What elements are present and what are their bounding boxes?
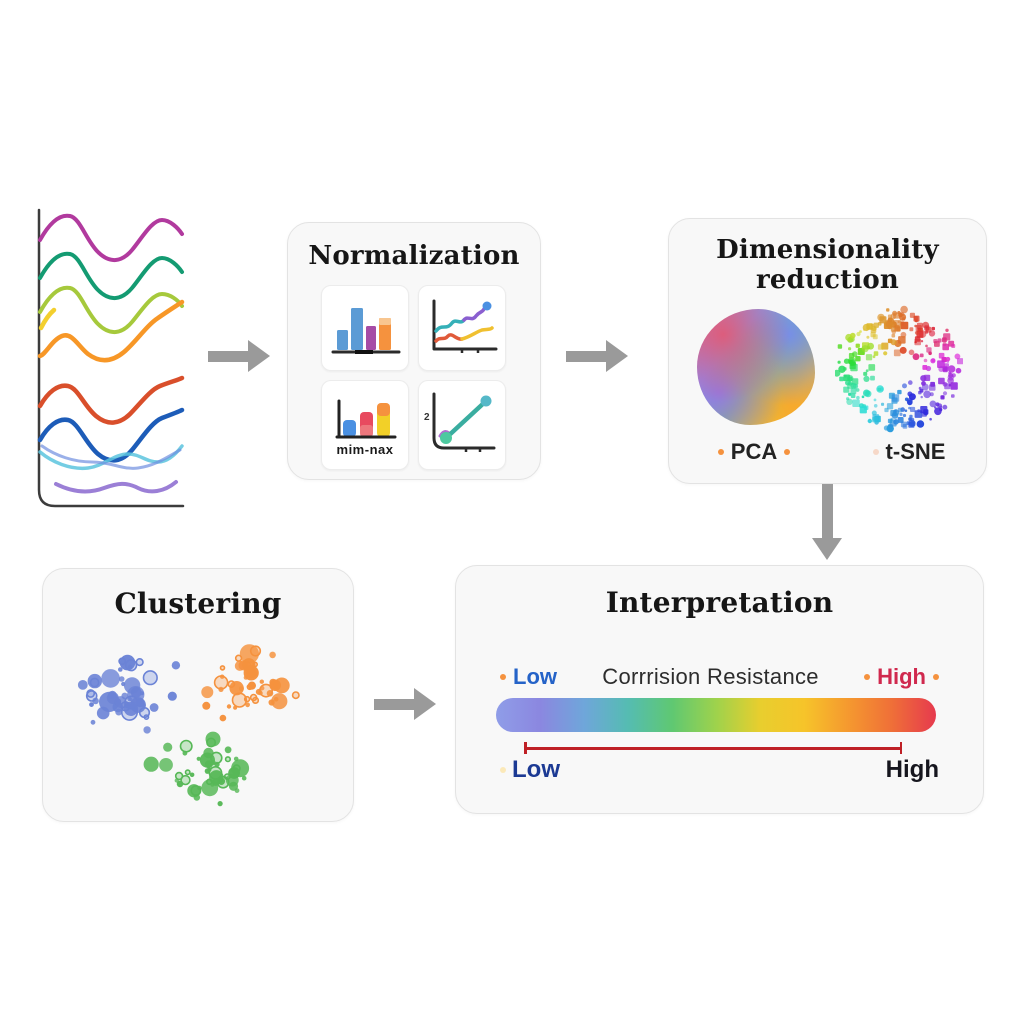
- spectrum-dash: [38, 307, 57, 331]
- arrow-right-icon: [208, 340, 270, 372]
- accent-dot-icon: [872, 449, 879, 455]
- bottom-label-row: Low High: [456, 756, 983, 784]
- scale-high-group: High: [864, 664, 939, 690]
- arrow-down-icon: [812, 484, 842, 560]
- clustering-title: Clustering: [114, 587, 282, 620]
- interpretation-box: Interpretation Low Corrrision Resistance…: [455, 565, 984, 814]
- spectrum-curve: [54, 480, 178, 494]
- pca-label-group: PCA: [669, 439, 839, 465]
- arrow-head: [606, 340, 628, 372]
- spectra-axis: [37, 208, 185, 508]
- dim-labels-row: PCA t-SNE: [669, 439, 986, 465]
- scale-high-label: High: [877, 664, 926, 689]
- accent-dot-icon: [932, 674, 939, 680]
- spectrum-curve: [37, 407, 185, 463]
- accent-dot-icon: [500, 767, 506, 773]
- pca-gradient-blob: [697, 309, 815, 425]
- bottom-low-label: Low: [512, 756, 560, 783]
- normalization-box: Normalization: [287, 222, 541, 480]
- interpretation-title: Interpretation: [605, 586, 834, 619]
- spectrum-curve: [40, 444, 182, 470]
- scale-label-row: Low Corrrision Resistance High: [456, 664, 983, 690]
- spectrum-curve: [38, 285, 184, 334]
- spectrum-curve: [38, 444, 184, 471]
- dimensionality-title-line1: Dimensionality: [716, 235, 939, 265]
- axis-line: [524, 747, 902, 750]
- arrow-shaft: [208, 350, 248, 362]
- spectrum-curve: [37, 299, 185, 363]
- scale-low-label: Low: [513, 664, 557, 689]
- scatter-line-thumbnail: 2: [418, 380, 506, 470]
- arrow-head: [812, 538, 842, 560]
- bar-chart-thumbnail: [321, 285, 409, 371]
- accent-dot-icon: [717, 449, 724, 455]
- spectrum-curve: [38, 213, 184, 262]
- spectrum-curve: [37, 375, 185, 425]
- scale-low-group: Low: [500, 664, 557, 690]
- arrow-head: [248, 340, 270, 372]
- arrow-right-icon: [566, 340, 628, 372]
- raw-spectra-panel: [37, 208, 185, 508]
- svg-text:2: 2: [424, 412, 430, 423]
- pca-label: PCA: [730, 439, 778, 464]
- minmax-label: mim-nax: [336, 442, 394, 457]
- minmax-chart-thumbnail: mim-nax: [321, 380, 409, 470]
- tsne-scatter: [835, 305, 963, 433]
- dimensionality-title-line2: reduction: [755, 265, 900, 295]
- clustering-box: Clustering: [42, 568, 354, 822]
- accent-dot-icon: [500, 674, 506, 680]
- bottom-high-label: High: [885, 756, 939, 783]
- dimensionality-reduction-box: Dimensionality reduction PCA t-SNE: [668, 218, 987, 484]
- arrow-right-icon: [374, 688, 436, 720]
- cluster-scatter: [77, 644, 300, 807]
- tsne-label: t-SNE: [885, 439, 946, 464]
- arrow-head: [414, 688, 436, 720]
- arrow-shaft: [821, 484, 833, 538]
- arrow-shaft: [566, 350, 606, 362]
- gradient-scale-bar: [496, 698, 936, 732]
- axis-tick: [899, 742, 902, 754]
- line-chart-thumbnail: [418, 285, 506, 371]
- dimensionality-title: Dimensionality reduction: [669, 235, 986, 295]
- arrow-shaft: [374, 698, 414, 710]
- accent-dot-icon: [864, 674, 871, 680]
- scale-axis-label: Corrrision Resistance: [602, 664, 819, 689]
- normalization-title: Normalization: [308, 241, 520, 271]
- accent-dot-icon: [784, 449, 791, 455]
- tsne-label-group: t-SNE: [839, 439, 979, 465]
- red-axis-line: [524, 742, 902, 754]
- spectrum-curve: [38, 251, 184, 300]
- normalization-thumbnails: mim-nax 2: [321, 285, 506, 470]
- bottom-low-group: Low: [500, 756, 560, 784]
